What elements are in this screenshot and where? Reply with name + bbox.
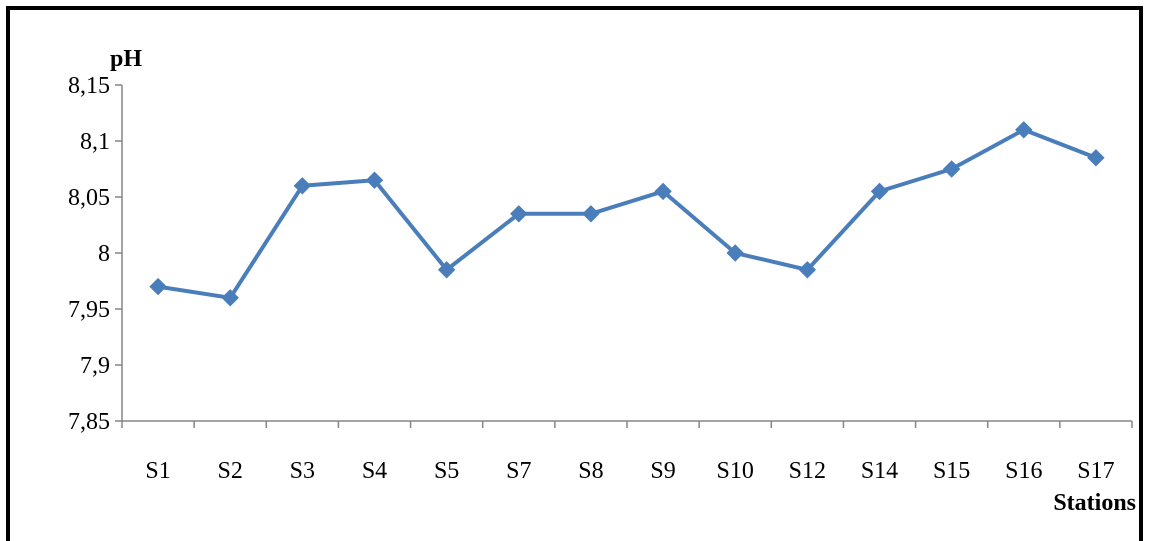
y-axis-ticks: 7,85 7,9 7,95 8 8,05 8,1 8,15 [68,73,122,435]
data-point-marker [654,182,672,201]
series-layer [149,121,1105,307]
data-point-marker [798,261,817,279]
x-tick-label: S12 [789,458,826,484]
data-point-marker [437,261,456,279]
x-tick-label: S9 [650,458,675,484]
y-tick-label: 8 [98,241,110,267]
x-tick-label: S14 [861,458,898,484]
x-tick-label: S10 [717,458,754,484]
y-tick-label: 8,1 [80,129,110,155]
x-tick-label: S7 [506,458,531,484]
y-tick-label: 7,95 [68,297,110,323]
x-tick-label: S3 [290,458,315,484]
x-tick-label: S15 [933,458,970,484]
y-tick-label: 8,05 [68,185,110,211]
y-axis-title: pH [110,46,142,72]
y-tick-label: 7,9 [80,353,110,379]
y-tick-label: 7,85 [68,409,110,435]
x-tick-label: S1 [145,458,170,484]
x-tick-label: S4 [362,458,387,484]
x-axis-title: Stations [1053,490,1136,516]
data-point-marker [582,205,600,223]
x-tick-label: S16 [1005,458,1042,484]
data-point-marker [1015,121,1033,139]
data-point-marker [293,177,312,195]
x-tick-label: S2 [218,458,243,484]
series-line [156,127,1098,300]
data-point-marker [510,205,528,223]
chart-frame [6,6,1143,541]
x-tick-label: S8 [578,458,603,484]
data-point-marker [726,244,744,262]
data-point-marker [365,171,384,189]
data-point-marker [870,182,889,201]
x-tick-label: S5 [434,458,459,484]
data-point-marker [149,277,167,296]
x-tick-label: S17 [1077,458,1114,484]
data-point-marker [221,289,239,307]
axes [121,85,1132,422]
data-point-marker [942,160,961,178]
y-tick-label: 8,15 [68,73,110,99]
data-point-marker [1087,149,1105,167]
x-axis-ticks: S1 S2 S3 S4 S5 S7 S8 S9 S10 S12 S14 S15 S16 S17 [121,421,1133,484]
